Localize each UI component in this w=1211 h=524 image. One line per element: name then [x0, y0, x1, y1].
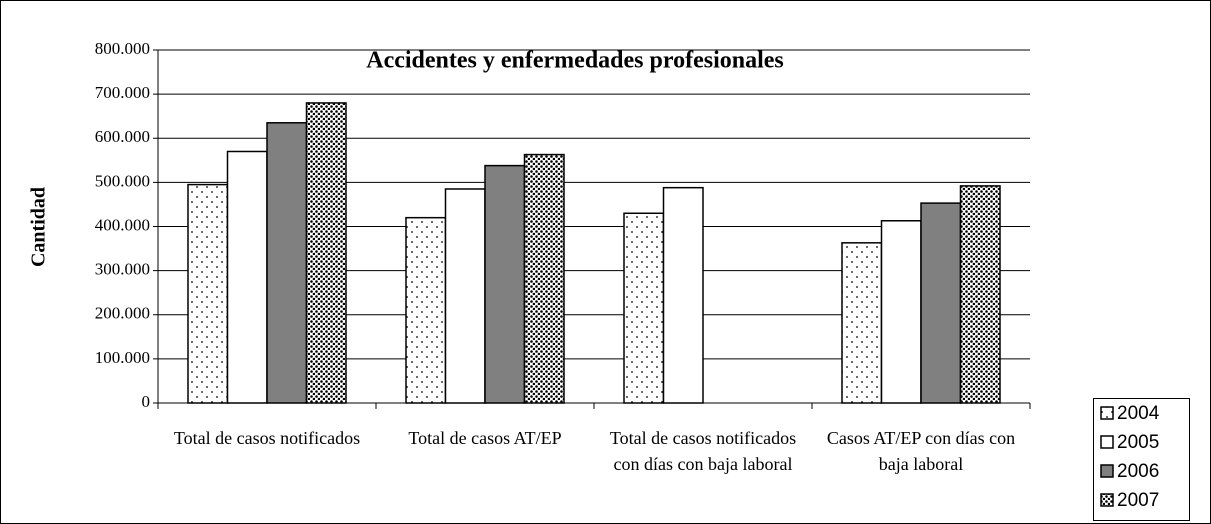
- bar: [226, 150, 268, 404]
- legend-label: 2007: [1117, 490, 1159, 511]
- legend-swatch: [1100, 464, 1114, 478]
- x-tick-label: Total de casos notificados: [173, 428, 361, 448]
- y-tick-label: 800.000: [95, 39, 150, 58]
- legend-label: 2005: [1117, 432, 1159, 453]
- legend-swatch: [1100, 493, 1114, 507]
- bar: [484, 164, 526, 404]
- bar: [444, 188, 486, 404]
- bar: [662, 186, 704, 404]
- y-tick-label: 0: [142, 392, 151, 411]
- y-tick-label: 700.000: [95, 83, 150, 102]
- bar: [523, 153, 565, 404]
- bar: [305, 102, 347, 404]
- y-tick-label: 400.000: [95, 215, 150, 234]
- legend-swatch: [1100, 406, 1114, 420]
- legend-label: 2006: [1117, 461, 1159, 482]
- chart-title: Accidentes y enfermedades profesionales: [366, 48, 784, 74]
- legend-label: 2004: [1117, 403, 1160, 424]
- x-tick-label: Total de casos notificados con días con …: [609, 428, 797, 474]
- bar: [623, 212, 665, 404]
- bar: [266, 122, 308, 404]
- y-tick-label: 300.000: [95, 260, 150, 279]
- y-tick-label: 500.000: [95, 171, 150, 190]
- y-tick-label: 600.000: [95, 127, 150, 146]
- bar: [880, 220, 922, 404]
- y-tick-label: 100.000: [95, 348, 150, 367]
- bar: [920, 202, 962, 404]
- y-axis-label: Cantidad: [28, 187, 50, 267]
- bar: [841, 242, 883, 404]
- bar: [959, 185, 1001, 404]
- legend-swatch: [1100, 435, 1114, 449]
- x-tick-label: Casos AT/EP con días con baja laboral: [826, 428, 1016, 474]
- bar: [187, 183, 229, 404]
- y-tick-label: 200.000: [95, 304, 150, 323]
- bar: [405, 216, 447, 404]
- x-tick-label: Total de casos AT/EP: [408, 428, 562, 448]
